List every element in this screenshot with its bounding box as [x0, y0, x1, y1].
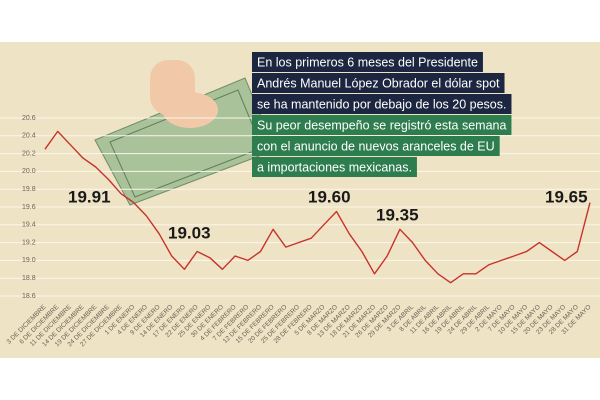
- y-tick-label: 18.6: [22, 293, 36, 300]
- text-line: con el anuncio de nuevos aranceles de EU: [257, 139, 495, 153]
- text-line: Andrés Manuel López Obrador el dólar spo…: [257, 76, 500, 90]
- text-line-background: [252, 115, 512, 135]
- value-annotation: 19.35: [376, 205, 419, 224]
- y-tick-label: 18.8: [22, 275, 36, 282]
- data-line: [44, 130, 591, 284]
- value-annotation: 19.65: [545, 187, 588, 206]
- text-line-background: [252, 73, 505, 93]
- value-annotation: 19.03: [168, 223, 211, 242]
- text-line-background: [252, 52, 483, 72]
- text-line: a importaciones mexicanas.: [257, 160, 412, 174]
- y-tick-label: 20.6: [22, 115, 36, 122]
- y-tick-label: 19.8: [22, 186, 36, 193]
- value-annotation: 19.60: [308, 187, 351, 206]
- y-tick-label: 20.0: [22, 168, 36, 175]
- y-tick-label: 19.2: [22, 239, 36, 246]
- text-line-background: [252, 136, 500, 156]
- text-line: se ha mantenido por debajo de los 20 pes…: [257, 97, 506, 111]
- text-line: En los primeros 6 meses del Presidente: [257, 55, 478, 69]
- text-line: Su peor desempeño se registró esta seman…: [257, 118, 506, 132]
- text-box: En los primeros 6 meses del Presidente An…: [252, 52, 512, 177]
- y-tick-label: 20.4: [22, 133, 36, 140]
- y-tick-label: 20.2: [22, 150, 36, 157]
- value-annotation: 19.91: [68, 187, 111, 206]
- text-line-background: [252, 94, 512, 114]
- y-tick-label: 19.4: [22, 222, 36, 229]
- y-tick-label: 19.6: [22, 204, 36, 211]
- y-tick-label: 19.0: [22, 257, 36, 264]
- text-line-background: [252, 157, 417, 177]
